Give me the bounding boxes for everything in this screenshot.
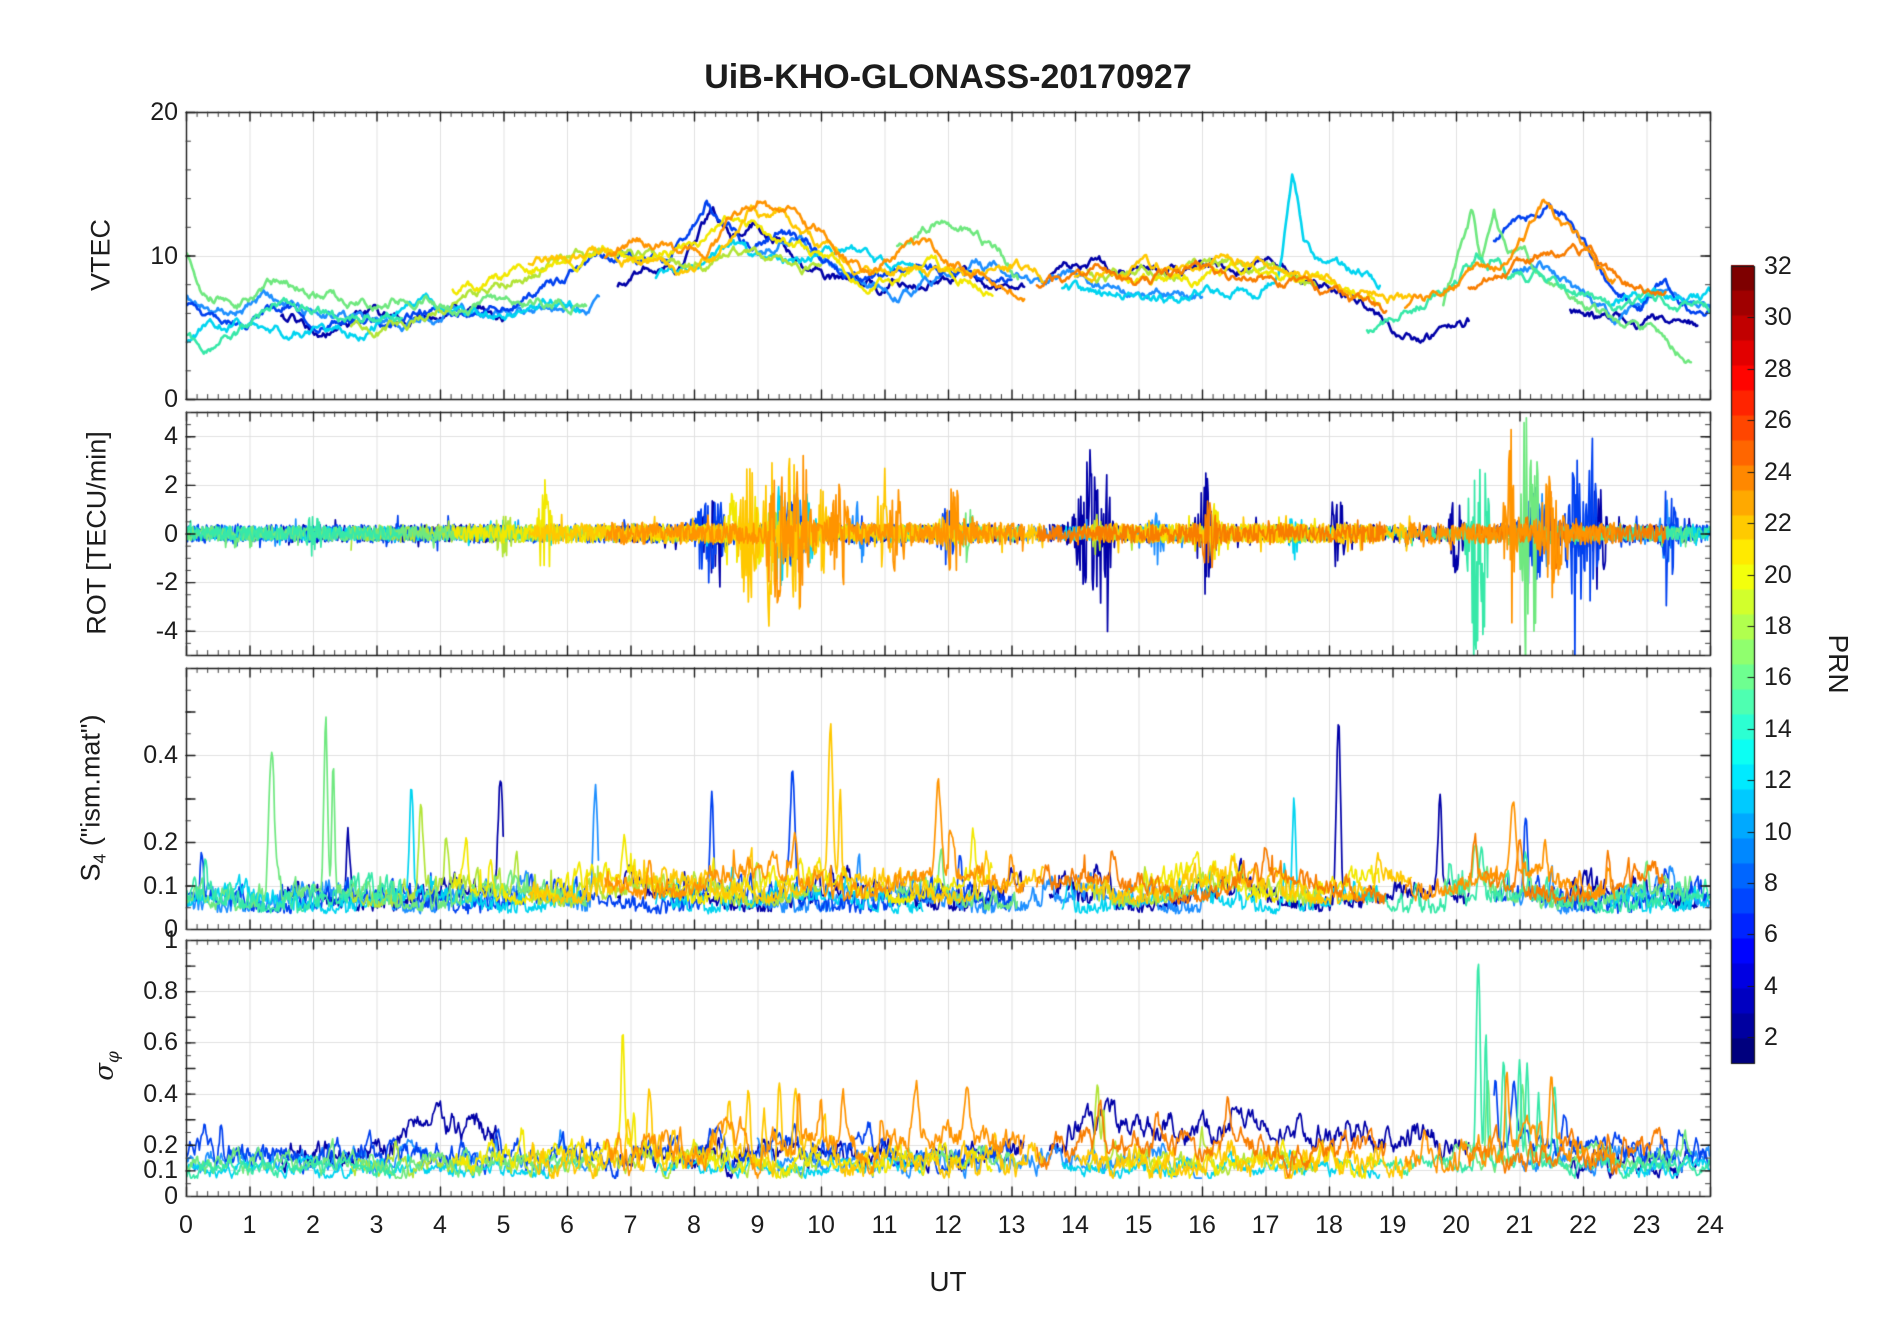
x-tick-label: 15	[1124, 1211, 1153, 1239]
x-tick-label: 21	[1505, 1211, 1534, 1239]
x-tick-label: 10	[807, 1211, 835, 1239]
colorbar	[1731, 266, 1754, 1063]
x-tick-label: 11	[871, 1211, 898, 1239]
colorbar-tick-label: 32	[1764, 252, 1792, 280]
x-tick-label: 7	[623, 1211, 638, 1239]
y-tick-label: 0	[164, 519, 178, 548]
x-tick-label: 23	[1632, 1211, 1661, 1239]
x-tick-label: 5	[496, 1211, 511, 1239]
colorbar-tick-label: 18	[1764, 611, 1792, 640]
x-tick-label: 1	[242, 1211, 257, 1239]
x-tick-label: 16	[1188, 1211, 1216, 1239]
y-tick-label: 0	[164, 915, 178, 943]
x-tick-label: 2	[306, 1211, 320, 1239]
figure-title: UiB-KHO-GLONASS-20170927	[704, 58, 1192, 96]
y-axis-label-s4-post: ("ism.mat")	[75, 714, 106, 854]
y-tick-label: 0.6	[143, 1028, 178, 1057]
colorbar-tick-label: 2	[1764, 1023, 1778, 1052]
x-tick-label: 20	[1442, 1211, 1470, 1239]
x-tick-label: 19	[1378, 1211, 1407, 1239]
y-tick-label: 0.2	[143, 1130, 178, 1159]
colorbar-tick-label: 26	[1764, 406, 1792, 435]
x-tick-label: 17	[1251, 1211, 1280, 1239]
y-tick-label: 2	[164, 470, 178, 499]
colorbar-tick-label: 4	[1764, 971, 1778, 1000]
y-tick-label: -4	[155, 616, 178, 645]
colorbar-tick-label: 22	[1764, 509, 1792, 538]
x-tick-label: 8	[687, 1211, 701, 1239]
colorbar-tick-label: 14	[1764, 714, 1792, 743]
y-tick-label: 20	[150, 98, 178, 126]
y-tick-label: 0.2	[143, 828, 178, 856]
y-tick-label: 0.4	[143, 741, 178, 769]
x-tick-label: 9	[750, 1211, 765, 1239]
x-tick-label: 24	[1696, 1211, 1724, 1239]
y-tick-label: 0.8	[143, 977, 178, 1006]
y-tick-label: 0.1	[143, 871, 178, 900]
colorbar-label: PRN	[1823, 634, 1854, 694]
x-tick-label: 3	[369, 1211, 384, 1239]
colorbar-tick-label: 20	[1764, 560, 1792, 589]
y-tick-label: 0	[164, 1182, 178, 1210]
panel-rot	[186, 412, 1710, 655]
colorbar-tick-label: 16	[1764, 663, 1792, 692]
x-tick-label: 6	[560, 1211, 574, 1239]
y-tick-label: 0.1	[143, 1156, 178, 1185]
y-tick-label: 0	[164, 385, 178, 413]
y-axis-label-s4-text: S	[75, 863, 106, 882]
colorbar-tick-label: 12	[1764, 766, 1792, 795]
colorbar-tick-label: 8	[1764, 869, 1778, 898]
x-tick-label: 13	[997, 1211, 1026, 1239]
panel-sigma-phi	[186, 940, 1710, 1196]
colorbar-tick-label: 28	[1764, 354, 1792, 383]
colorbar-tick-label: 6	[1764, 920, 1778, 949]
y-tick-label: 0.4	[143, 1079, 178, 1108]
colorbar-tick-label: 24	[1764, 457, 1792, 486]
x-tick-label: 14	[1061, 1211, 1089, 1239]
x-tick-label: 0	[179, 1211, 193, 1239]
y-tick-label: 4	[164, 422, 178, 451]
x-tick-label: 4	[433, 1211, 447, 1239]
x-tick-label: 12	[934, 1211, 962, 1239]
x-tick-label: 22	[1569, 1211, 1597, 1239]
panel-vtec	[186, 112, 1710, 399]
panel-s4	[186, 668, 1710, 929]
x-tick-label: 18	[1315, 1211, 1343, 1239]
y-tick-label: 1	[164, 926, 178, 954]
y-tick-label: -2	[155, 568, 178, 597]
x-axis-label: UT	[929, 1266, 967, 1297]
colorbar-tick-label: 10	[1764, 817, 1792, 846]
y-tick-label: 10	[150, 241, 178, 270]
colorbar-tick-label: 30	[1764, 303, 1792, 332]
